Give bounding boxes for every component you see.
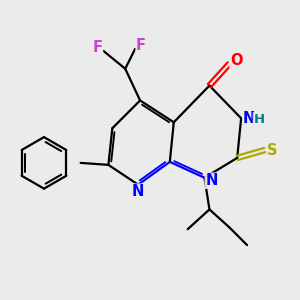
Text: S: S	[267, 142, 277, 158]
Text: N: N	[243, 111, 255, 126]
Text: F: F	[92, 40, 103, 56]
Text: N: N	[132, 184, 144, 199]
Text: F: F	[136, 38, 146, 53]
Text: O: O	[230, 53, 242, 68]
Text: N: N	[205, 173, 218, 188]
Text: H: H	[254, 113, 265, 126]
